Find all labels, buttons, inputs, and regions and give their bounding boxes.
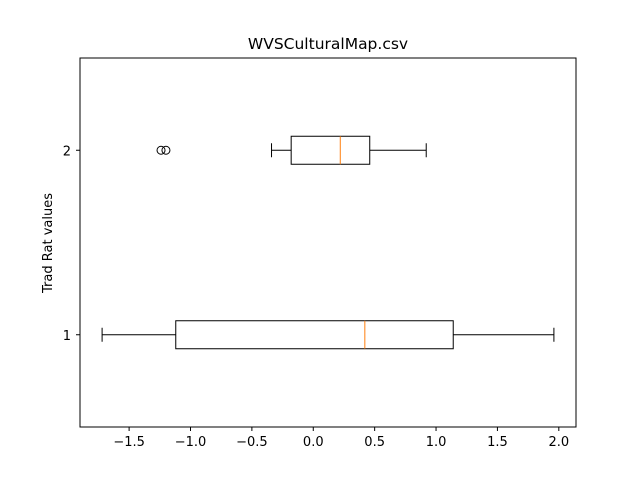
axes-frame — [79, 57, 577, 428]
chart-title: WVSCulturalMap.csv — [248, 35, 408, 53]
x-tick-label: −1.0 — [175, 435, 207, 450]
x-tick-label: 1.5 — [487, 435, 508, 450]
y-tick-label: 2 — [63, 144, 71, 159]
outlier-point — [156, 145, 166, 155]
y-axis-label: Trad Rat values — [41, 193, 56, 294]
x-tick-label: 0.0 — [303, 435, 324, 450]
box-iqr — [290, 135, 371, 165]
x-tick-label: −0.5 — [236, 435, 268, 450]
box-iqr — [175, 320, 454, 350]
x-tick-label: 1.0 — [426, 435, 447, 450]
x-tick-label: 0.5 — [364, 435, 385, 450]
outlier-point — [161, 145, 171, 155]
x-tick-label: −1.5 — [113, 435, 145, 450]
x-tick-label: 2.0 — [548, 435, 569, 450]
y-tick-label: 1 — [63, 329, 71, 344]
plot-area: −1.5 −1.0 −0.5 0.0 0.5 1.0 1.5 2.0 1 2 — [63, 135, 569, 450]
